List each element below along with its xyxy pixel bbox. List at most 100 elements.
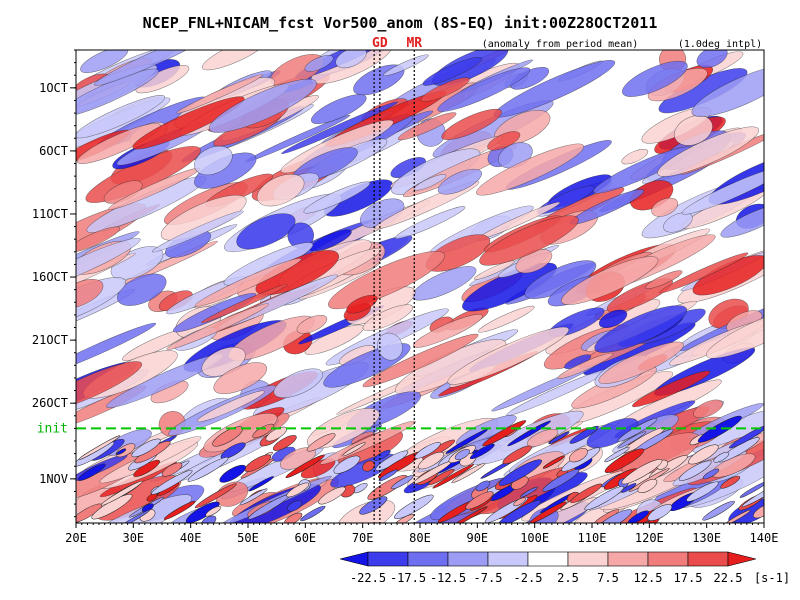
field-cell: [604, 446, 630, 463]
field-cell: [132, 96, 245, 150]
colorbar-label: -2.5: [514, 571, 543, 585]
colorbar-label: -17.5: [390, 571, 426, 585]
field-cell: [598, 309, 628, 329]
marker-label: MR: [406, 36, 422, 51]
init-line: init: [37, 421, 764, 436]
field-cell: [622, 60, 688, 97]
colorbar-swatch: [607, 551, 649, 567]
colorbar: -22.5 -17.5 -12.5 -7.5 -2.5 2.5 7.5 12.5 17.5 22.…: [339, 551, 790, 585]
field-cell: [94, 50, 213, 86]
colorbar-swatch: [407, 551, 449, 567]
field-cell: [362, 333, 479, 388]
field-cell: [373, 449, 391, 461]
field-cell: [80, 50, 129, 73]
field-cell: [437, 67, 531, 112]
field-cell: [584, 486, 624, 511]
field-cell: [702, 500, 735, 521]
field-cell: [414, 442, 441, 459]
field-cell: [296, 314, 328, 334]
field-cell: [720, 203, 764, 238]
field-cell: [359, 496, 388, 515]
field-cell: [473, 260, 515, 280]
colorbar-swatch: [567, 551, 609, 567]
field-cell: [478, 305, 535, 333]
field-cell: [76, 237, 141, 294]
init-label: init: [37, 421, 68, 436]
colorbar-label: 7.5: [597, 571, 619, 585]
y-tick-label: 1OCT: [39, 81, 68, 95]
y-tick-label: 1NOV: [39, 472, 68, 486]
field-cell: [76, 361, 143, 414]
field-cell: [598, 341, 684, 384]
field-cell: [627, 510, 649, 523]
y-tick-label: 26OCT: [32, 396, 68, 410]
field-cell: [632, 370, 711, 408]
x-tick-label: 140E: [750, 531, 779, 545]
field-cell: [420, 77, 470, 102]
field-cell: [657, 126, 760, 177]
field-cell: [367, 474, 408, 500]
field-cell: [663, 212, 693, 233]
field-cell: [428, 468, 455, 485]
colorbar-label: 17.5: [674, 571, 703, 585]
anomaly-field: [76, 50, 764, 523]
field-cell: [498, 459, 542, 486]
field-cell: [76, 123, 161, 164]
x-tick-label: 50E: [237, 531, 259, 545]
field-cell: [476, 143, 585, 196]
x-tick-label: 70E: [352, 531, 374, 545]
colorbar-label: -22.5: [350, 571, 386, 585]
field-cell: [741, 481, 764, 507]
x-axis: 20E 30E 40E 50E 60E 70E 80E 90E 100E 110E 120E 130E…: [65, 523, 778, 545]
field-cell: [256, 173, 305, 207]
field-cell: [422, 56, 483, 86]
field-cell: [621, 459, 663, 485]
field-cell: [187, 457, 229, 482]
marker-label: GD: [372, 36, 388, 51]
field-cell: [391, 475, 414, 490]
field-cell: [418, 451, 445, 470]
field-cell: [285, 454, 325, 478]
x-tick-label: 130E: [692, 531, 721, 545]
y-tick-label: 21OCT: [32, 333, 68, 347]
field-cell: [469, 443, 495, 460]
field-cell: [346, 294, 378, 314]
field-cell: [686, 481, 719, 502]
field-cell: [507, 420, 551, 447]
field-cell: [542, 469, 580, 492]
field-cell: [621, 483, 637, 493]
field-cell: [303, 181, 371, 214]
field-cell: [377, 332, 403, 361]
field-cell: [697, 415, 742, 443]
field-cell: [300, 505, 326, 522]
x-tick-label: 60E: [294, 531, 316, 545]
field-cell: [413, 174, 447, 191]
field-cell: [306, 433, 336, 452]
field-cell: [205, 506, 222, 517]
field-cell: [393, 514, 415, 523]
field-cell: [432, 464, 475, 489]
field-cell: [286, 482, 310, 498]
field-cell: [146, 493, 158, 502]
field-cell: [513, 497, 526, 507]
field-cell: [172, 293, 257, 333]
field-cell: [213, 362, 268, 395]
chart-title: NCEP_FNL+NICAM_fcst Vor500_anom (8S-EQ) …: [143, 14, 658, 32]
field-cell: [720, 475, 741, 489]
x-tick-label: 120E: [635, 531, 664, 545]
x-tick-label: 110E: [578, 531, 607, 545]
field-cell: [412, 314, 483, 348]
field-cell: [337, 499, 396, 523]
colorbar-label: 2.5: [557, 571, 579, 585]
field-cell: [454, 449, 471, 461]
field-cell: [328, 251, 446, 310]
field-cell: [219, 464, 246, 483]
y-axis: 1OCT 6OCT 11OCT 16OCT 21OCT 26OCT 1NOV: [32, 49, 76, 518]
chart-subtitle-left: (anomaly from period mean): [482, 39, 639, 50]
colorbar-swatch: [527, 551, 569, 567]
field-cell: [166, 303, 269, 350]
field-cell: [570, 483, 603, 504]
field-cell: [451, 462, 486, 484]
field-cell: [236, 213, 296, 250]
